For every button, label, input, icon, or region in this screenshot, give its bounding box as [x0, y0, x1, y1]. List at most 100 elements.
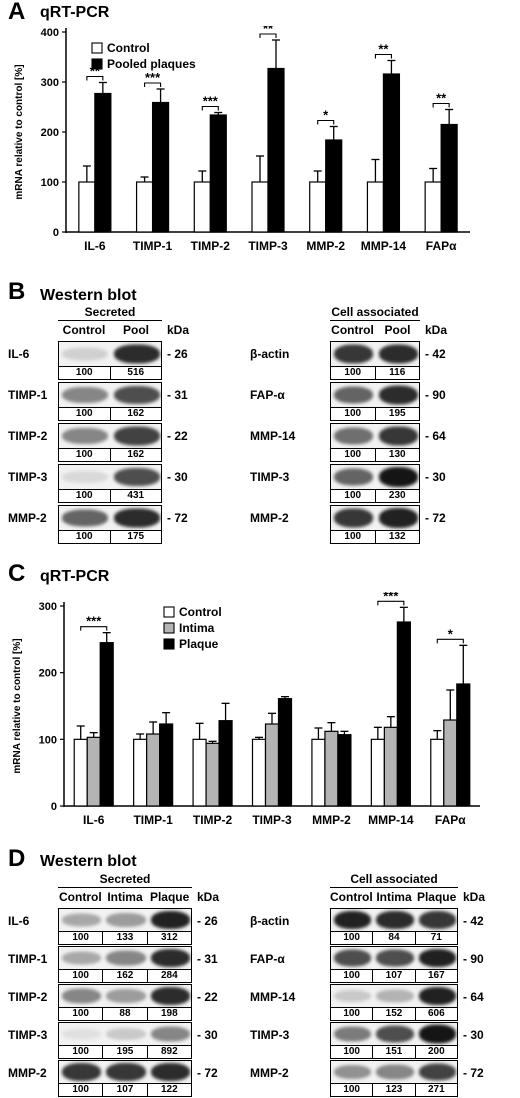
- blot-image: [330, 341, 420, 367]
- blot-band: [61, 1028, 101, 1040]
- densitometry-value: 133: [102, 932, 146, 944]
- blot-band: [333, 427, 374, 445]
- panel-a-letter: A: [8, 0, 26, 25]
- densitometry-values: 100 162 284: [58, 969, 192, 983]
- densitometry-value: 151: [372, 1046, 414, 1058]
- densitometry-value: 195: [102, 1046, 146, 1058]
- densitometry-value: 100: [75, 531, 93, 542]
- bar-control: [251, 181, 269, 233]
- blot-image: [58, 341, 162, 367]
- densitometry-value: 100: [344, 531, 362, 542]
- densitometry-value: 100: [75, 449, 93, 460]
- blot-row-label: IL-6: [8, 914, 30, 928]
- densitometry-value: 107: [372, 970, 414, 982]
- blot-band: [151, 949, 191, 967]
- densitometry-value: 200: [414, 1046, 457, 1058]
- significance-label: **: [378, 42, 389, 57]
- blot-band: [106, 989, 146, 1003]
- densitometry-value: 100: [343, 970, 360, 981]
- molecular-weight-marker: - 90: [463, 952, 484, 966]
- blot-band: [333, 949, 372, 967]
- blot-band: [62, 509, 108, 527]
- blot-band: [151, 1026, 191, 1042]
- molecular-weight-marker: - 30: [167, 470, 188, 484]
- significance-bracket: [86, 75, 104, 81]
- chart-c: 0 100 200 300 mRNA relative to control [%] IL…: [12, 592, 480, 827]
- blot-band: [114, 344, 160, 364]
- legend-swatch: [91, 42, 103, 54]
- blot-band: [376, 1064, 414, 1080]
- blot-image: [58, 423, 162, 449]
- blot-image: [330, 1022, 458, 1046]
- legend-label: Pooled plaques: [107, 57, 196, 71]
- secreted-heading-rule: [58, 887, 192, 888]
- lane-header: Pool: [384, 323, 411, 337]
- densitometry-values: 100 133 312: [58, 931, 192, 945]
- legend-label: Plaque: [179, 637, 219, 651]
- densitometry-value: 100: [343, 1008, 360, 1019]
- blot-row-label: TIMP-3: [250, 1028, 290, 1042]
- blot-band: [418, 1024, 457, 1044]
- bar-intima: [86, 736, 101, 807]
- blot-band: [333, 1026, 372, 1042]
- densitometry-value: 100: [72, 1008, 89, 1019]
- blot-image: [58, 984, 192, 1008]
- densitometry-values: 100 195: [330, 407, 420, 421]
- blot-row-label: TIMP-1: [8, 952, 48, 966]
- densitometry-value: 284: [146, 970, 191, 982]
- cell-heading-rule: [330, 887, 458, 888]
- bar-intima: [205, 742, 220, 807]
- blot-band: [418, 949, 457, 967]
- panel-d-title: Western blot: [40, 853, 137, 870]
- molecular-weight-marker: - 30: [425, 470, 446, 484]
- densitometry-values: 100 107 167: [330, 969, 458, 983]
- blot-row-label: FAP-α: [250, 952, 285, 966]
- y-axis-label: mRNA relative to control [%]: [12, 638, 23, 773]
- bar-intima: [383, 726, 398, 807]
- western-blot-b: Secreted Control Pool kDa IL-6 100 516- 26 TIMP…: [0, 305, 520, 545]
- molecular-weight-marker: - 31: [197, 952, 218, 966]
- molecular-weight-marker: - 22: [167, 429, 188, 443]
- x-tick-label: TIMP-1: [133, 239, 173, 253]
- bar-control: [309, 181, 327, 233]
- densitometry-value: 100: [72, 932, 89, 943]
- blot-band: [106, 913, 146, 927]
- x-tick-label: MMP-2: [306, 239, 345, 253]
- blot-image: [330, 505, 420, 531]
- panel-b-letter: B: [8, 278, 26, 305]
- bar-control: [73, 738, 88, 807]
- molecular-weight-marker: - 26: [197, 914, 218, 928]
- densitometry-values: 100 130: [330, 448, 420, 462]
- bar-intima: [324, 730, 339, 807]
- densitometry-value: 312: [146, 932, 191, 944]
- x-tick-label: IL-6: [83, 813, 105, 827]
- significance-bracket: [374, 53, 392, 59]
- bar-pooled-plaques: [94, 92, 112, 233]
- secreted-heading-rule: [58, 320, 162, 321]
- bar-intima: [443, 719, 458, 807]
- x-tick-label: MMP-2: [312, 813, 351, 827]
- bar-control: [78, 181, 96, 233]
- blot-image: [58, 382, 162, 408]
- bar-control: [251, 738, 267, 807]
- blot-image: [58, 1022, 192, 1046]
- lane-header: Control: [59, 890, 102, 904]
- blot-image: [330, 423, 420, 449]
- densitometry-value: 100: [75, 490, 93, 501]
- legend-swatch: [163, 638, 175, 650]
- legend-label: Control: [179, 605, 222, 619]
- blot-band: [151, 1063, 191, 1081]
- densitometry-value: 516: [109, 367, 162, 379]
- densitometry-value: 100: [343, 1084, 360, 1095]
- significance-label: ***: [145, 70, 161, 85]
- blot-band: [114, 468, 160, 486]
- densitometry-values: 100 151 200: [330, 1045, 458, 1059]
- blot-row-label: IL-6: [8, 347, 30, 361]
- significance-bracket: [377, 600, 405, 606]
- molecular-weight-marker: - 72: [167, 511, 188, 525]
- molecular-weight-marker: - 22: [197, 990, 218, 1004]
- densitometry-value: 152: [372, 1008, 414, 1020]
- bar-plaque: [337, 734, 352, 807]
- kda-header: kDa: [197, 890, 220, 904]
- blot-image: [58, 464, 162, 490]
